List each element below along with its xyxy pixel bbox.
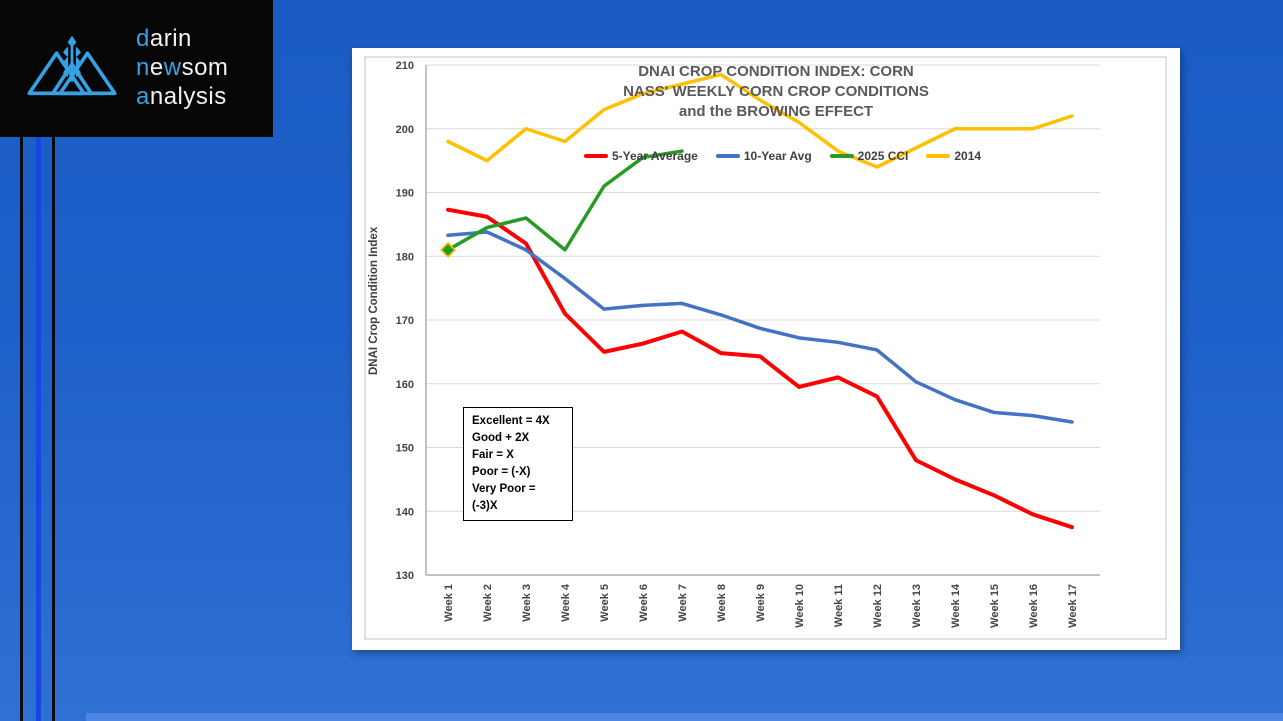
x-tick-label: Week 4 xyxy=(560,583,572,622)
logo-word: darin xyxy=(136,25,192,52)
legend-label: 10-Year Avg xyxy=(743,149,812,163)
annotation-line: Poor = (-X) xyxy=(472,466,531,478)
legend-swatch-5-year-average xyxy=(584,154,608,158)
chart-title-line-3: and the BROWING EFFECT xyxy=(678,103,874,120)
x-tick-label: Week 13 xyxy=(911,584,923,628)
logo-word: newsom xyxy=(136,54,229,81)
x-tick-label: Week 17 xyxy=(1067,584,1079,628)
x-tick-label: Week 12 xyxy=(872,584,884,628)
annotation-line: Fair = X xyxy=(472,449,514,461)
y-tick-label: 190 xyxy=(396,188,414,200)
x-tick-label: Week 1 xyxy=(443,584,455,622)
legend-swatch-2014 xyxy=(926,154,951,158)
y-tick-label: 160 xyxy=(396,379,414,391)
y-tick-label: 140 xyxy=(396,506,414,518)
x-tick-label: Week 14 xyxy=(950,583,962,628)
annotation-line: Excellent = 4X xyxy=(472,415,550,427)
vertical-stripe-black-left xyxy=(20,137,23,721)
annotation-line: Good + 2X xyxy=(472,432,530,444)
chart-title: DNAI CROP CONDITION INDEX: CORN NASS' WE… xyxy=(442,62,1110,122)
x-tick-label: Week 2 xyxy=(482,584,494,622)
y-tick-label: 210 xyxy=(396,60,414,72)
x-tick-label: Week 3 xyxy=(521,584,533,622)
x-tick-label: Week 16 xyxy=(1028,584,1040,628)
series-start-marker-2025-cci xyxy=(439,241,457,259)
legend-item-5-year-average: 5-Year Average xyxy=(584,149,698,163)
chart-title-line-1: DNAI CROP CONDITION INDEX: CORN xyxy=(638,63,914,80)
legend-label: 2014 xyxy=(954,149,982,163)
series-line-10-year-avg xyxy=(446,230,1074,424)
chart-plot: 130 140 150 160 170 180 190 200 210 Week 1 Week 2 W… xyxy=(364,56,1167,640)
mountains-wheat-icon xyxy=(27,36,117,96)
y-tick-label: 180 xyxy=(396,251,414,263)
legend-label: 2025 CCI xyxy=(857,149,909,163)
legend-item-2025-cci: 2025 CCI xyxy=(829,149,909,163)
x-tick-label: Week 15 xyxy=(989,584,1001,628)
x-tick-label: Week 11 xyxy=(833,584,845,627)
x-tick-label: Week 7 xyxy=(677,584,689,622)
y-tick-label: 170 xyxy=(396,315,414,327)
x-tick-label: Week 5 xyxy=(599,584,611,622)
logo-word: analysis xyxy=(136,83,227,110)
x-tick-label: Week 10 xyxy=(794,584,806,628)
annotation-line: Very Poor = (-3)X xyxy=(472,483,536,512)
legend-swatch-10-year-avg xyxy=(715,154,740,158)
y-tick-label: 130 xyxy=(396,570,414,582)
x-tick-label: Week 6 xyxy=(638,584,650,622)
vertical-stripe-black-right xyxy=(52,137,55,721)
x-tick-label: Week 8 xyxy=(716,584,728,622)
legend-swatch-2025-cci xyxy=(829,154,854,158)
legend-label: 5-Year Average xyxy=(612,149,698,163)
series-line-2014 xyxy=(446,72,1074,169)
y-tick-label: 200 xyxy=(396,124,414,136)
x-tick-label: Week 9 xyxy=(755,584,767,622)
series-line-2025-cci xyxy=(446,149,684,252)
chart-title-line-2: NASS' WEEKLY CORN CROP CONDITIONS xyxy=(623,83,929,100)
chart-panel: 130 140 150 160 170 180 190 200 210 Week 1 Week 2 W… xyxy=(352,48,1180,650)
vertical-stripe-bright-blue xyxy=(36,137,41,721)
bottom-accent-strip xyxy=(86,713,1283,721)
y-tick-label: 150 xyxy=(396,443,414,455)
series-line-5-year-average xyxy=(446,207,1074,530)
annotation-box: Excellent = 4X Good + 2X Fair = X Poor = (-… xyxy=(463,407,573,521)
logo-wordmark: darin newsom analysis xyxy=(136,24,228,111)
legend-item-10-year-avg: 10-Year Avg xyxy=(715,149,812,163)
chart-border xyxy=(364,56,1167,640)
legend-item-2014: 2014 xyxy=(926,149,981,163)
logo: darin newsom analysis xyxy=(0,0,273,137)
chart-legend: 5-Year Average 10-Year Avg 2025 CCI 2014 xyxy=(584,149,981,163)
y-axis-title: DNAI Crop Condition Index xyxy=(368,226,380,375)
